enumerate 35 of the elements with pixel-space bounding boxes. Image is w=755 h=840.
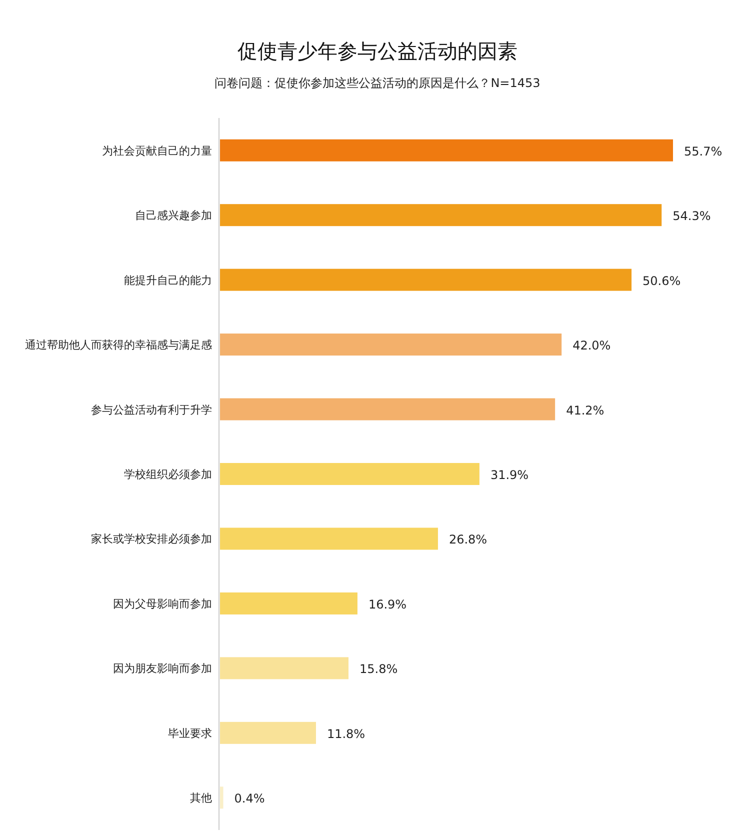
y-tick-label: 学校组织必须参加 — [124, 468, 212, 481]
chart-subtitle: 问卷问题：促使你参加这些公益活动的原因是什么？N=1453 — [214, 76, 540, 90]
data-label: 55.7% — [684, 144, 722, 158]
bar — [220, 528, 438, 550]
data-label: 54.3% — [672, 209, 711, 224]
data-label: 15.8% — [360, 662, 398, 676]
y-tick-label: 因为父母影响而参加 — [113, 597, 212, 610]
y-tick-label: 毕业要求 — [168, 726, 212, 740]
y-tick-label: 自己感兴趣参加 — [135, 209, 212, 222]
bar — [220, 204, 662, 226]
chart-title: 促使青少年参与公益活动的因素 — [238, 39, 518, 63]
data-label: 26.8% — [448, 532, 488, 547]
data-label: 50.6% — [642, 274, 681, 288]
data-label: 0.4% — [234, 792, 265, 806]
data-label: 42.0% — [572, 338, 611, 353]
bar — [220, 657, 348, 680]
y-tick-label: 家长或学校安排必须参加 — [91, 532, 212, 546]
bar — [220, 334, 562, 356]
data-label: 31.9% — [490, 468, 529, 482]
y-tick-label: 通过帮助他人而获得的幸福感与满足感 — [25, 338, 212, 352]
y-tick-label: 其他 — [190, 792, 212, 805]
bar — [220, 592, 358, 614]
y-tick-label: 参与公益活动有利于升学 — [91, 403, 212, 416]
y-tick-label: 因为朋友影响而参加 — [113, 662, 212, 676]
bar — [220, 722, 316, 744]
bar — [220, 786, 224, 809]
y-tick-label: 为社会贡献自己的力量 — [102, 144, 212, 158]
data-label: 11.8% — [326, 726, 366, 741]
data-label: 41.2% — [566, 403, 604, 418]
data-label: 16.9% — [368, 597, 407, 612]
bar — [220, 139, 673, 162]
bar — [220, 463, 480, 485]
bar — [220, 398, 556, 420]
bar — [220, 268, 632, 291]
y-tick-label: 能提升自己的能力 — [124, 274, 212, 287]
